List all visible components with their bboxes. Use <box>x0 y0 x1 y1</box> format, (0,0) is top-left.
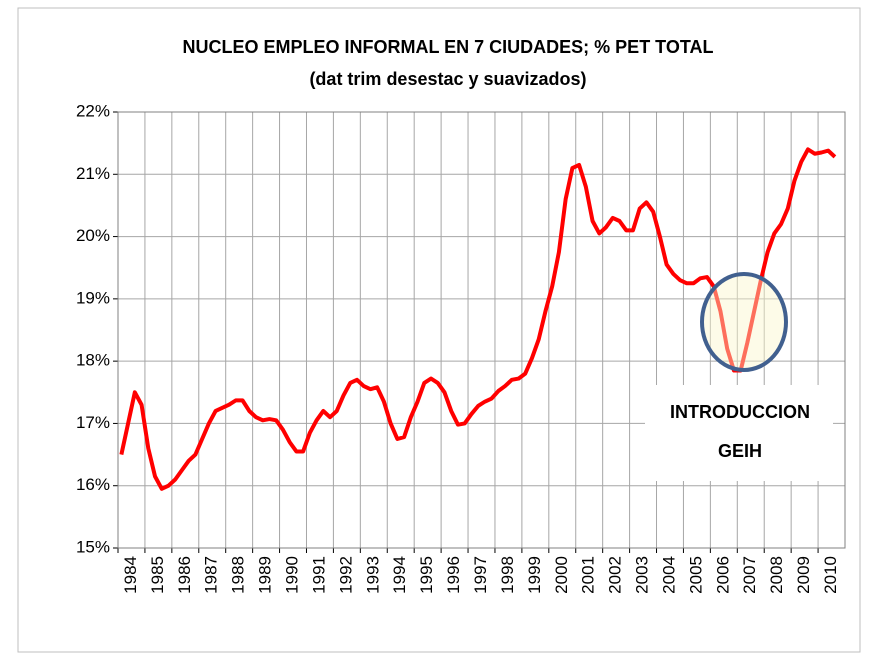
x-tick-label: 1993 <box>363 556 382 594</box>
annotation: GEIH <box>718 441 762 461</box>
x-tick-label: 1989 <box>256 556 275 594</box>
plot-border <box>117 111 846 549</box>
annotation: INTRODUCCION <box>670 402 810 422</box>
annotation-layer: INTRODUCCION GEIH <box>645 272 833 481</box>
y-tick-label: 16% <box>76 475 110 494</box>
y-tick-label: 15% <box>76 537 110 556</box>
x-tick-label: 1987 <box>202 556 221 594</box>
x-tick-label: 2004 <box>659 556 678 594</box>
y-tick-label: 17% <box>76 413 110 432</box>
x-tick-label: 1998 <box>498 556 517 594</box>
x-tick-label: 1984 <box>121 556 140 594</box>
chart-subtitle: (dat trim desestac y suavizados) <box>309 69 586 89</box>
y-tick-label: 22% <box>76 101 110 120</box>
x-tick-label: 1995 <box>417 556 436 594</box>
series-line <box>119 147 837 491</box>
x-tick-label: 1997 <box>471 556 490 594</box>
x-tick-label: 1986 <box>175 556 194 594</box>
highlight-circle <box>700 272 788 372</box>
x-tick-label: 1990 <box>283 556 302 594</box>
x-tick-label: 1999 <box>525 556 544 594</box>
x-tick-label: 1996 <box>444 556 463 594</box>
x-tick-label: 1994 <box>390 556 409 594</box>
annotation-box <box>645 385 833 481</box>
x-tick-label: 1992 <box>336 556 355 594</box>
x-tick-label: 2001 <box>579 556 598 594</box>
x-tick-label: 2002 <box>606 556 625 594</box>
x-tick-label: 1985 <box>148 556 167 594</box>
x-tick-label: 2003 <box>633 556 652 594</box>
x-tick-label: 2007 <box>740 556 759 594</box>
y-tick-label: 20% <box>76 226 110 245</box>
x-tick-label: 1988 <box>229 556 248 594</box>
x-tick-label: 1991 <box>309 556 328 594</box>
chart-frame <box>17 7 861 653</box>
x-tick-label: 2009 <box>794 556 813 594</box>
y-tick-label: 18% <box>76 351 110 370</box>
x-tick-label: 2008 <box>767 556 786 594</box>
x-tick-label: 2006 <box>713 556 732 594</box>
x-tick-label: 2010 <box>821 556 840 594</box>
x-tick-label: 2000 <box>552 556 571 594</box>
y-tick-label: 19% <box>76 288 110 307</box>
y-tick-label: 21% <box>76 164 110 183</box>
plot <box>119 147 837 491</box>
x-tick-label: 2005 <box>686 556 705 594</box>
chart-title: NUCLEO EMPLEO INFORMAL EN 7 CIUDADES; % … <box>182 37 713 57</box>
